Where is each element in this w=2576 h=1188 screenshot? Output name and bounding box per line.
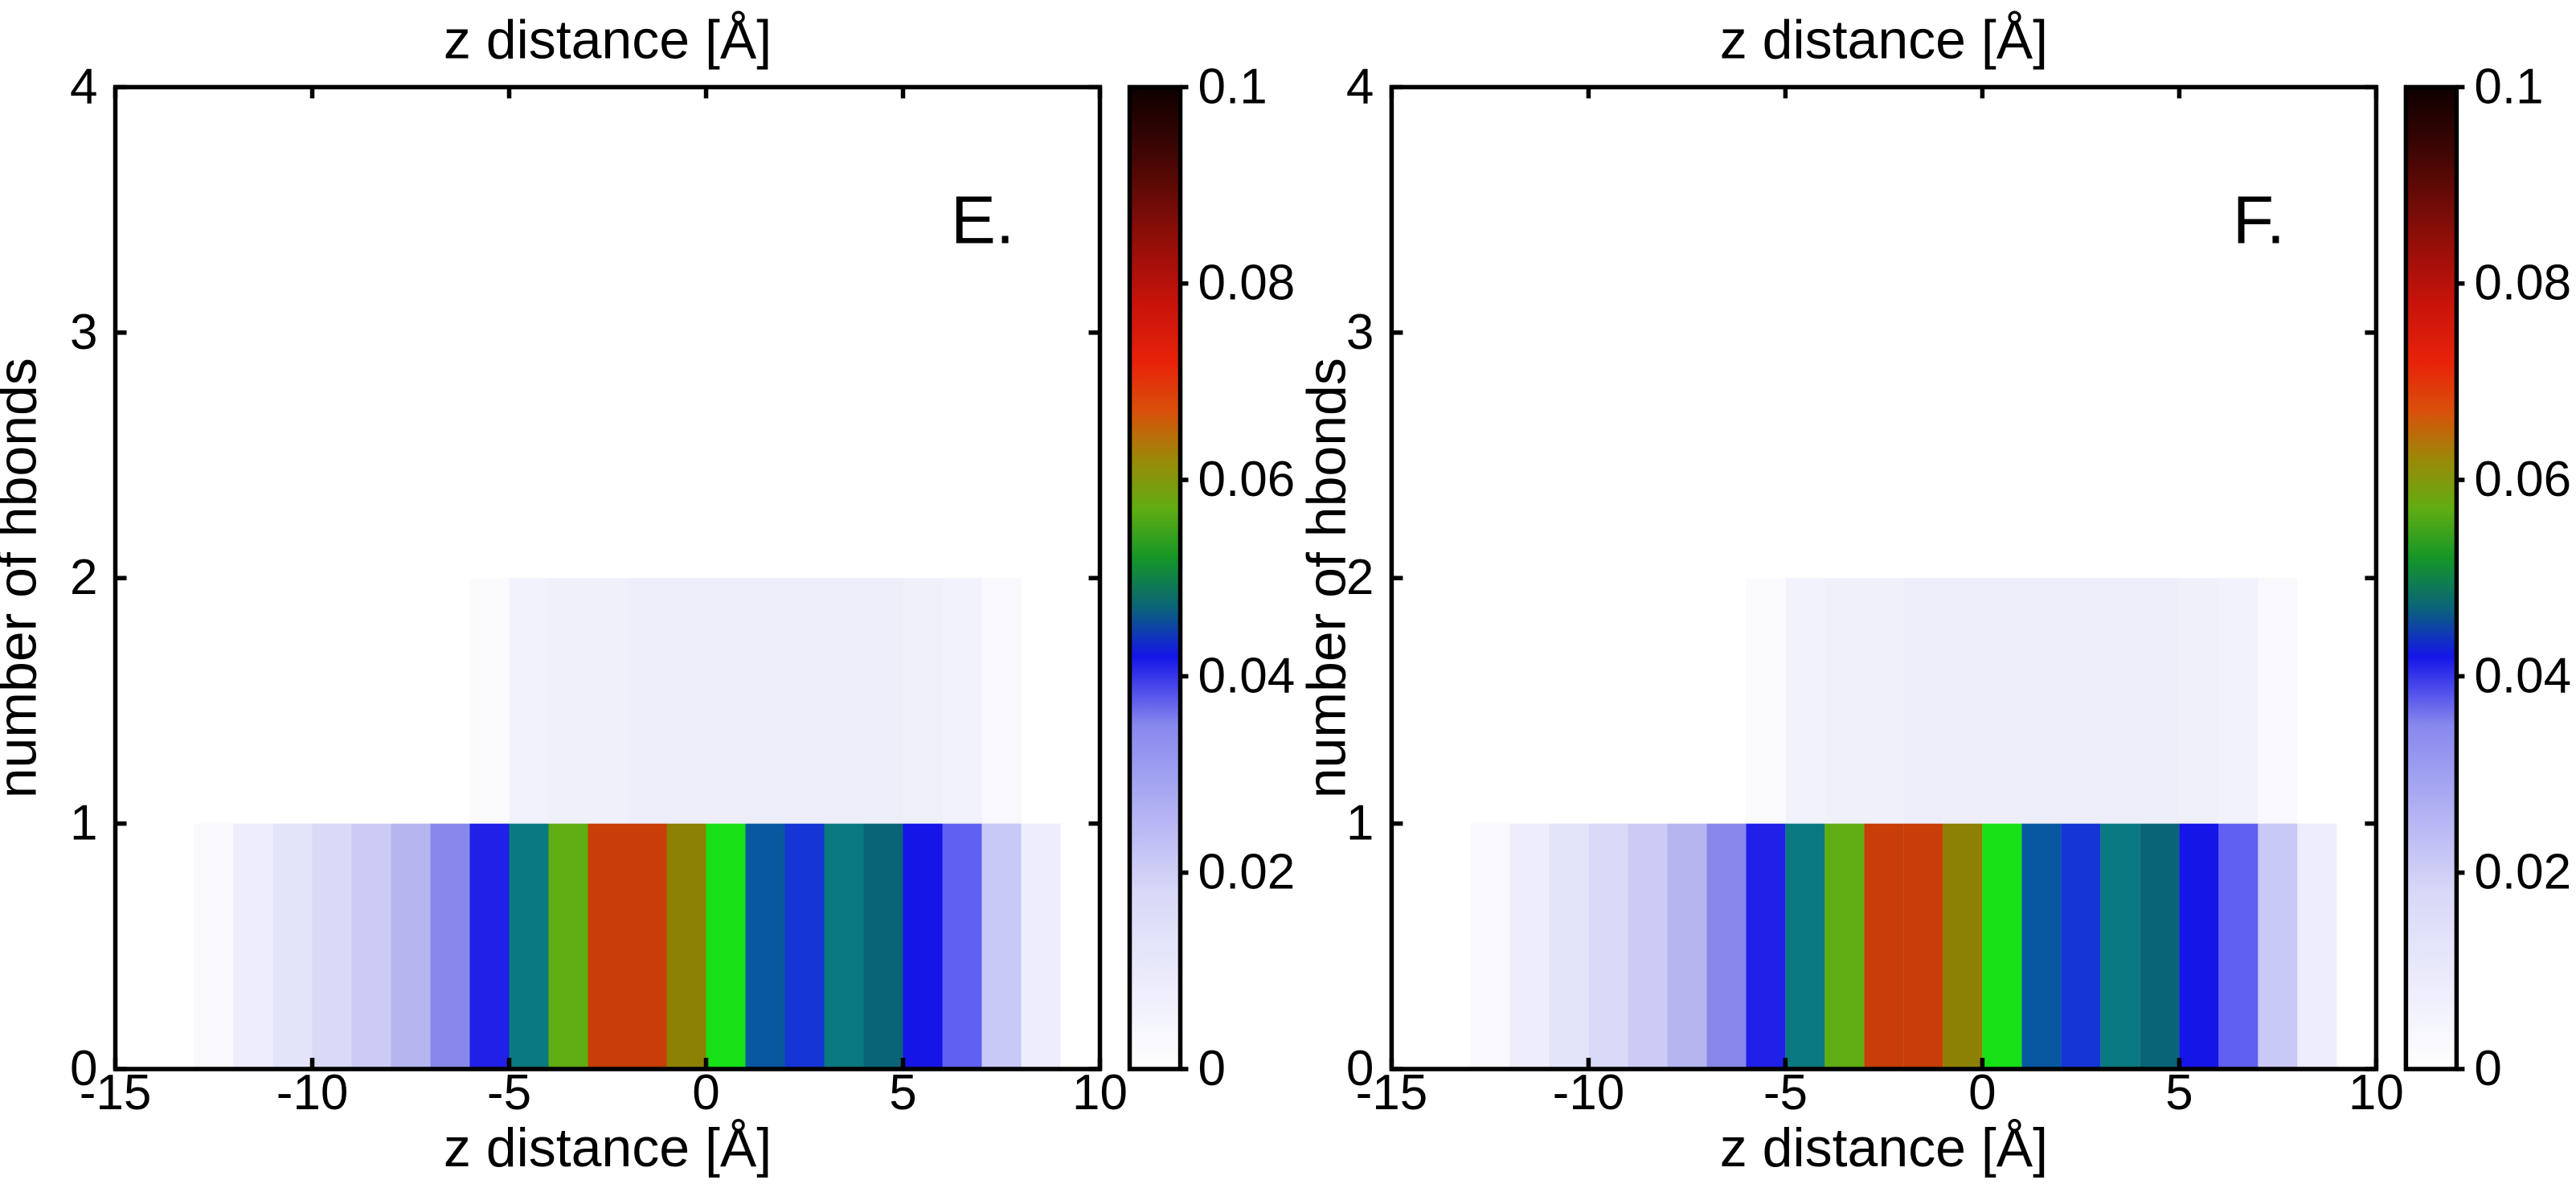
svg-text:4: 4 — [1346, 59, 1374, 114]
svg-text:1: 1 — [1346, 796, 1374, 851]
svg-text:-10: -10 — [276, 1065, 349, 1120]
svg-text:z distance [Å]: z distance [Å] — [444, 1117, 772, 1178]
svg-text:0: 0 — [1968, 1065, 1996, 1120]
svg-text:z distance [Å]: z distance [Å] — [444, 9, 772, 70]
svg-text:0.02: 0.02 — [1198, 845, 1296, 900]
svg-text:0: 0 — [692, 1065, 719, 1120]
svg-text:F.: F. — [2233, 182, 2285, 257]
svg-text:4: 4 — [70, 59, 97, 114]
svg-text:2: 2 — [70, 550, 97, 605]
svg-text:-5: -5 — [1763, 1065, 1808, 1120]
svg-text:3: 3 — [70, 305, 97, 360]
svg-text:0.08: 0.08 — [2474, 256, 2571, 311]
svg-text:z distance [Å]: z distance [Å] — [1720, 1117, 2048, 1178]
svg-text:z distance [Å]: z distance [Å] — [1720, 9, 2048, 70]
svg-text:0.1: 0.1 — [2474, 59, 2543, 114]
svg-text:-10: -10 — [1553, 1065, 1625, 1120]
svg-text:10: 10 — [2349, 1065, 2404, 1120]
svg-text:E.: E. — [951, 182, 1014, 257]
svg-text:-5: -5 — [487, 1065, 531, 1120]
svg-text:0.06: 0.06 — [1198, 452, 1296, 507]
svg-text:10: 10 — [1072, 1065, 1128, 1120]
svg-text:3: 3 — [1346, 305, 1374, 360]
svg-text:0.1: 0.1 — [1198, 59, 1268, 114]
svg-text:5: 5 — [889, 1065, 916, 1120]
svg-text:0.08: 0.08 — [1198, 256, 1296, 311]
svg-text:number of hbonds: number of hbonds — [0, 358, 48, 798]
svg-text:5: 5 — [2165, 1065, 2193, 1120]
svg-text:1: 1 — [70, 796, 97, 851]
svg-text:0: 0 — [70, 1041, 97, 1096]
svg-text:0: 0 — [1346, 1041, 1374, 1096]
svg-text:0.02: 0.02 — [2474, 845, 2571, 900]
svg-text:0: 0 — [1198, 1041, 1226, 1096]
svg-text:2: 2 — [1346, 550, 1374, 605]
svg-text:0.06: 0.06 — [2474, 452, 2571, 507]
svg-text:0.04: 0.04 — [1198, 648, 1296, 703]
svg-text:0: 0 — [2474, 1041, 2501, 1096]
svg-text:0.04: 0.04 — [2474, 648, 2571, 703]
